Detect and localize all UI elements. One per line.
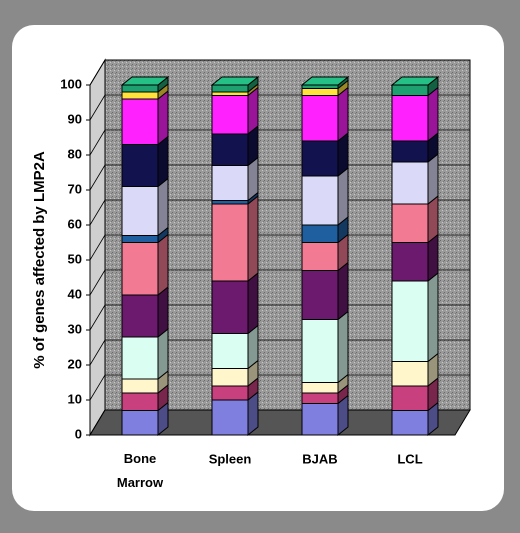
grid-line <box>89 164 106 191</box>
bar-segment <box>301 242 339 271</box>
bar-segment-side <box>157 327 169 381</box>
bar-segment <box>391 361 429 387</box>
bar-segment-side <box>337 261 349 321</box>
bar-segment <box>391 242 429 282</box>
bar-segment <box>121 84 159 93</box>
bar-segment <box>301 270 339 320</box>
bar-segment <box>211 280 249 334</box>
bar-segment-side <box>157 135 169 188</box>
bar-segment <box>211 333 249 369</box>
grid-line <box>89 339 106 366</box>
bar-segment <box>391 385 429 411</box>
bar-segment <box>301 224 339 243</box>
bar-segment <box>121 186 159 236</box>
bar-segment <box>121 91 159 100</box>
y-tick-label: 70 <box>68 181 82 196</box>
bar-segment <box>121 242 159 296</box>
grid-line <box>89 374 106 401</box>
bar-segment <box>301 392 339 404</box>
bar-segment <box>121 392 159 411</box>
bar-segment <box>301 88 339 96</box>
bar-segment <box>211 399 249 436</box>
bar-segment-side <box>157 89 169 146</box>
grid-line <box>89 304 106 331</box>
bar-segment <box>121 378 159 394</box>
bar-segment-side <box>157 285 169 339</box>
y-tick-label: 100 <box>60 76 82 91</box>
x-tick-label: Spleen <box>209 451 252 466</box>
bar-top <box>300 76 350 86</box>
bar-segment <box>301 382 339 394</box>
bar-segment-side <box>247 271 259 335</box>
grid-line <box>89 269 106 296</box>
bar-segment <box>211 91 249 96</box>
bar-segment <box>211 200 249 205</box>
bar-segment-side <box>157 233 169 297</box>
y-tick-label: 40 <box>68 286 82 301</box>
grid-line <box>89 199 106 226</box>
bar-top <box>210 76 260 86</box>
y-tick-label: 0 <box>75 426 82 441</box>
bar-segment <box>301 319 339 383</box>
bar-segment-side <box>427 152 439 206</box>
grid-line <box>89 94 106 121</box>
y-tick-label: 10 <box>68 391 82 406</box>
bar-top <box>120 76 170 86</box>
grid-line <box>89 59 106 86</box>
bar-segment <box>391 140 429 163</box>
bar-segment-side <box>427 86 439 143</box>
x-tick-label: BJAB <box>302 451 337 466</box>
bar-segment <box>121 144 159 187</box>
bar-segment <box>391 280 429 362</box>
bar-segment <box>121 336 159 380</box>
x-tick-label: Bone Marrow <box>117 451 164 490</box>
bar-segment <box>391 161 429 205</box>
bar-segment <box>391 84 429 96</box>
bar-segment <box>391 410 429 436</box>
bar-segment <box>391 95 429 142</box>
bar-segment-side <box>157 177 169 237</box>
bar-segment-side <box>337 86 349 143</box>
y-tick-label: 80 <box>68 146 82 161</box>
bar-segment <box>301 84 339 89</box>
bar-segment <box>211 165 249 201</box>
y-tick-label: 90 <box>68 111 82 126</box>
bar-segment <box>301 403 339 436</box>
bar-top <box>390 76 440 86</box>
bar-segment <box>121 98 159 145</box>
y-tick-label: 30 <box>68 321 82 336</box>
y-tick-label: 20 <box>68 356 82 371</box>
bar-segment <box>211 368 249 387</box>
bar-segment-side <box>427 271 439 363</box>
bar-segment <box>121 235 159 243</box>
bar-segment <box>211 203 249 282</box>
bar-segment <box>301 140 339 177</box>
y-axis-label: % of genes affected by LMP2A <box>31 151 48 369</box>
bar-segment <box>211 95 249 135</box>
bar-segment <box>211 133 249 166</box>
bar-segment <box>121 410 159 436</box>
bar-segment <box>211 385 249 401</box>
bar-segment <box>211 84 249 93</box>
bar-segment <box>391 203 429 243</box>
bar-segment-side <box>247 194 259 283</box>
bar-segment <box>301 175 339 226</box>
y-tick-label: 60 <box>68 216 82 231</box>
bar-segment-side <box>337 166 349 227</box>
grid-line <box>89 234 106 261</box>
bar-segment-side <box>337 310 349 384</box>
y-tick-label: 50 <box>68 251 82 266</box>
bar-segment <box>121 294 159 338</box>
x-tick-label: LCL <box>397 451 422 466</box>
grid-line <box>89 409 106 436</box>
bar-segment <box>301 95 339 142</box>
grid-line <box>89 129 106 156</box>
